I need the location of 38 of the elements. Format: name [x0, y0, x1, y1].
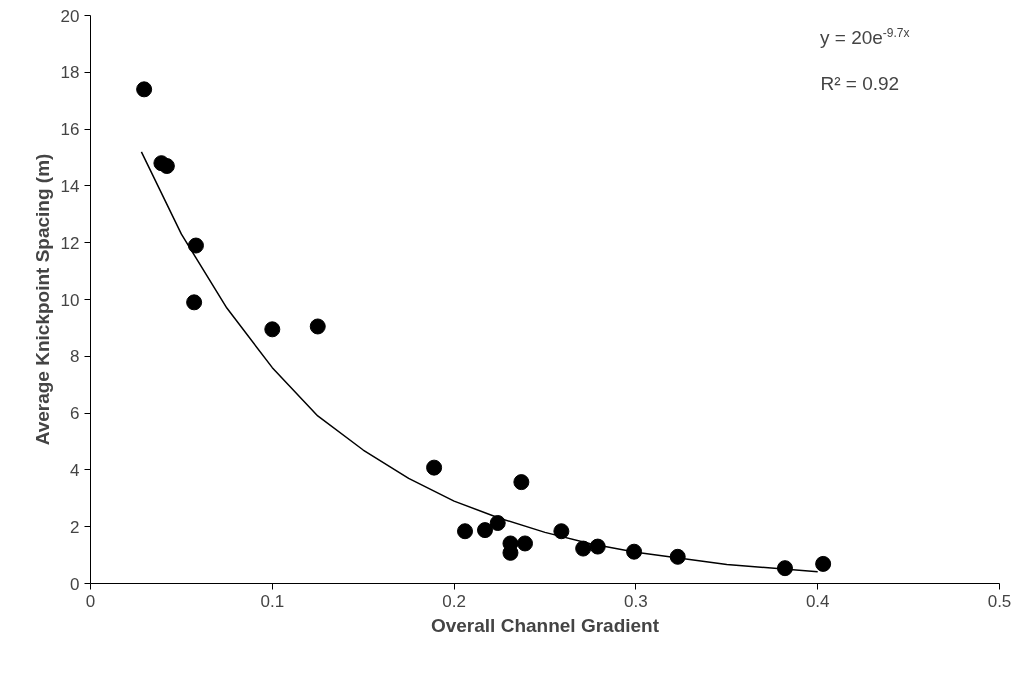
point — [489, 515, 506, 531]
y-tick-label: 8 — [70, 347, 80, 367]
y-tick-label: 16 — [60, 120, 80, 140]
x-tick-label: 0.5 — [987, 591, 1012, 611]
y-tick-label: 2 — [70, 517, 80, 537]
x-tick-label: 0.2 — [442, 591, 466, 611]
x-axis-title: Overall Channel Gradient — [430, 614, 660, 636]
point — [264, 321, 281, 338]
x-tick-label: 0 — [85, 591, 96, 611]
y-axis-title: Average Knickpoint Spacing (m) — [31, 153, 53, 446]
point — [136, 81, 153, 98]
point — [309, 318, 326, 335]
point — [553, 523, 570, 540]
y-tick-label: 12 — [60, 233, 80, 253]
annotation: y = 20e$^{-9.7x}$ — [820, 24, 910, 50]
point — [186, 294, 203, 311]
point — [513, 474, 530, 491]
point — [575, 540, 592, 557]
x-tick-label: 0.3 — [624, 591, 648, 611]
x-tick-label: 0.4 — [805, 591, 830, 611]
point — [457, 523, 474, 540]
point — [626, 543, 643, 560]
point — [426, 459, 443, 476]
point — [187, 237, 204, 254]
y-tick-label: 0 — [70, 574, 80, 594]
annotation: R² = 0.92 — [820, 72, 900, 94]
y-tick-label: 4 — [70, 460, 80, 480]
point — [776, 560, 793, 577]
point — [815, 555, 832, 572]
point — [477, 522, 494, 539]
y-tick-label: 14 — [60, 176, 80, 196]
y-tick-label: 18 — [60, 63, 80, 83]
y-tick-label: 20 — [60, 6, 80, 26]
point — [517, 535, 533, 552]
y-tick-label: 6 — [70, 404, 80, 424]
x-tick-label: 0.1 — [260, 591, 285, 611]
point — [669, 548, 686, 565]
y-tick-label: 10 — [60, 290, 80, 310]
